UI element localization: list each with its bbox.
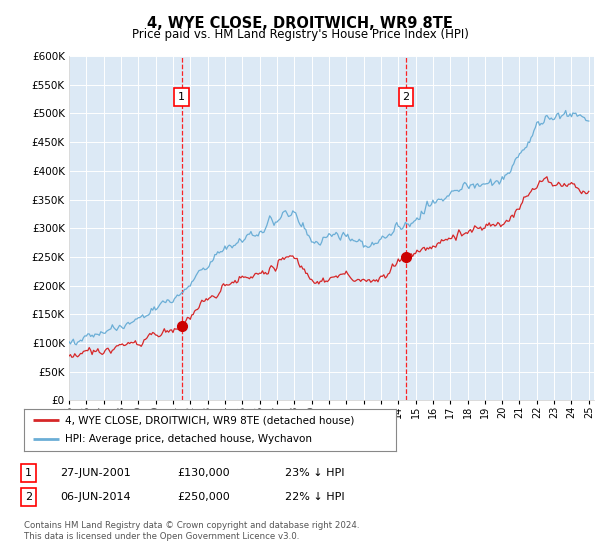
Text: 06-JUN-2014: 06-JUN-2014	[60, 492, 131, 502]
Text: 2: 2	[403, 92, 410, 102]
Text: 2: 2	[25, 492, 32, 502]
Text: Price paid vs. HM Land Registry's House Price Index (HPI): Price paid vs. HM Land Registry's House …	[131, 28, 469, 41]
Text: 1: 1	[178, 92, 185, 102]
Text: 27-JUN-2001: 27-JUN-2001	[60, 468, 131, 478]
Text: 1: 1	[25, 468, 32, 478]
Text: 23% ↓ HPI: 23% ↓ HPI	[285, 468, 344, 478]
Text: 4, WYE CLOSE, DROITWICH, WR9 8TE: 4, WYE CLOSE, DROITWICH, WR9 8TE	[147, 16, 453, 31]
Text: 4, WYE CLOSE, DROITWICH, WR9 8TE (detached house): 4, WYE CLOSE, DROITWICH, WR9 8TE (detach…	[65, 415, 354, 425]
Text: HPI: Average price, detached house, Wychavon: HPI: Average price, detached house, Wych…	[65, 435, 312, 445]
Text: £250,000: £250,000	[177, 492, 230, 502]
Text: £130,000: £130,000	[177, 468, 230, 478]
Text: Contains HM Land Registry data © Crown copyright and database right 2024.
This d: Contains HM Land Registry data © Crown c…	[24, 521, 359, 540]
Text: 22% ↓ HPI: 22% ↓ HPI	[285, 492, 344, 502]
